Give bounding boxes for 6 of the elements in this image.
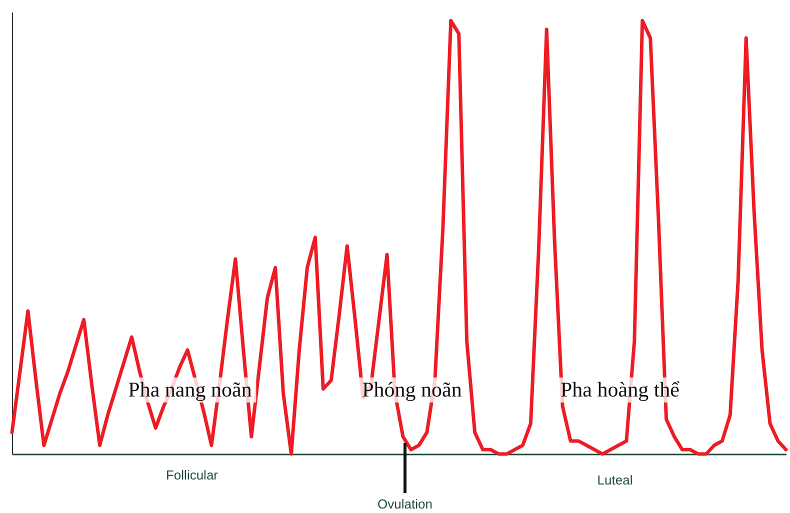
text: Ovulation bbox=[378, 496, 432, 512]
annotation: Phóng noãn bbox=[358, 378, 466, 402]
text: Follicular bbox=[166, 468, 218, 482]
annotation: Pha nang noãn bbox=[124, 378, 256, 402]
text: Luteal bbox=[597, 472, 633, 488]
annotation: Pha hoàng thể bbox=[556, 378, 684, 402]
